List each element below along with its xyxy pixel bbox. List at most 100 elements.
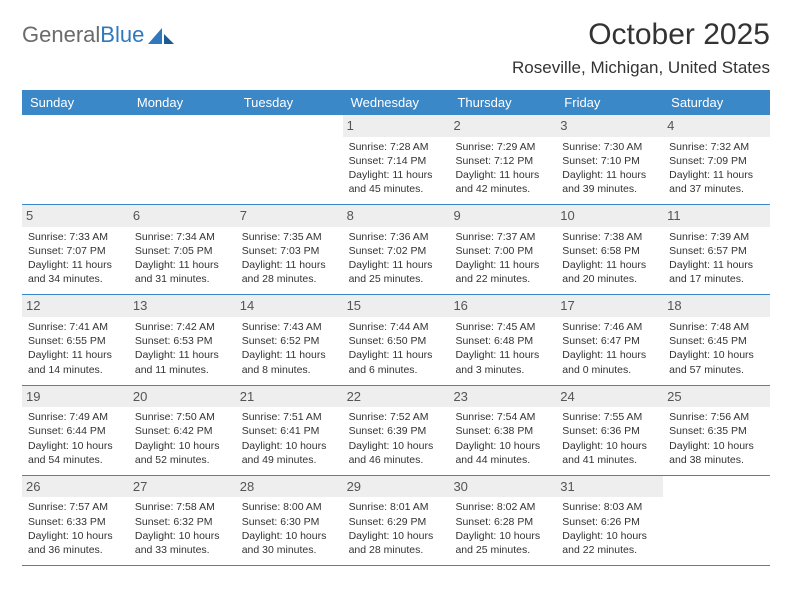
day-cell: 25Sunrise: 7:56 AMSunset: 6:35 PMDayligh… (663, 386, 770, 475)
logo-text-2: Blue (100, 22, 144, 48)
day-cell: 21Sunrise: 7:51 AMSunset: 6:41 PMDayligh… (236, 386, 343, 475)
day-number: 22 (343, 386, 450, 408)
daylight-text: Daylight: 11 hours and 34 minutes. (28, 258, 123, 286)
day-cell: 2Sunrise: 7:29 AMSunset: 7:12 PMDaylight… (449, 115, 556, 204)
day-cell: 17Sunrise: 7:46 AMSunset: 6:47 PMDayligh… (556, 295, 663, 384)
day-cell: 15Sunrise: 7:44 AMSunset: 6:50 PMDayligh… (343, 295, 450, 384)
day-cell: 8Sunrise: 7:36 AMSunset: 7:02 PMDaylight… (343, 205, 450, 294)
sunset-text: Sunset: 7:09 PM (669, 154, 764, 168)
sunset-text: Sunset: 6:33 PM (28, 515, 123, 529)
daylight-text: Daylight: 10 hours and 46 minutes. (349, 439, 444, 467)
sunset-text: Sunset: 6:44 PM (28, 424, 123, 438)
sunrise-text: Sunrise: 7:34 AM (135, 230, 230, 244)
sunrise-text: Sunrise: 7:56 AM (669, 410, 764, 424)
daylight-text: Daylight: 10 hours and 41 minutes. (562, 439, 657, 467)
day-header-cell: Saturday (663, 90, 770, 115)
day-number: 18 (663, 295, 770, 317)
sunrise-text: Sunrise: 7:36 AM (349, 230, 444, 244)
sunrise-text: Sunrise: 8:02 AM (455, 500, 550, 514)
daylight-text: Daylight: 10 hours and 30 minutes. (242, 529, 337, 557)
sunset-text: Sunset: 6:39 PM (349, 424, 444, 438)
day-cell: 12Sunrise: 7:41 AMSunset: 6:55 PMDayligh… (22, 295, 129, 384)
sunset-text: Sunset: 6:30 PM (242, 515, 337, 529)
week-row: 5Sunrise: 7:33 AMSunset: 7:07 PMDaylight… (22, 205, 770, 295)
sunset-text: Sunset: 7:05 PM (135, 244, 230, 258)
sunrise-text: Sunrise: 7:30 AM (562, 140, 657, 154)
day-cell: 5Sunrise: 7:33 AMSunset: 7:07 PMDaylight… (22, 205, 129, 294)
sunrise-text: Sunrise: 7:45 AM (455, 320, 550, 334)
sunrise-text: Sunrise: 8:00 AM (242, 500, 337, 514)
daylight-text: Daylight: 10 hours and 22 minutes. (562, 529, 657, 557)
sunset-text: Sunset: 7:02 PM (349, 244, 444, 258)
sunrise-text: Sunrise: 7:35 AM (242, 230, 337, 244)
title-block: October 2025 Roseville, Michigan, United… (512, 18, 770, 78)
day-cell: 6Sunrise: 7:34 AMSunset: 7:05 PMDaylight… (129, 205, 236, 294)
sunset-text: Sunset: 7:14 PM (349, 154, 444, 168)
day-cell: 29Sunrise: 8:01 AMSunset: 6:29 PMDayligh… (343, 476, 450, 565)
daylight-text: Daylight: 11 hours and 42 minutes. (455, 168, 550, 196)
sunset-text: Sunset: 6:55 PM (28, 334, 123, 348)
day-number: 17 (556, 295, 663, 317)
logo-sail-icon (148, 26, 174, 44)
sunrise-text: Sunrise: 7:37 AM (455, 230, 550, 244)
day-number: 5 (22, 205, 129, 227)
sunrise-text: Sunrise: 7:52 AM (349, 410, 444, 424)
day-header-cell: Sunday (22, 90, 129, 115)
sunset-text: Sunset: 7:03 PM (242, 244, 337, 258)
day-number: 16 (449, 295, 556, 317)
week-row: 1Sunrise: 7:28 AMSunset: 7:14 PMDaylight… (22, 115, 770, 205)
logo: GeneralBlue (22, 22, 174, 48)
day-cell: 10Sunrise: 7:38 AMSunset: 6:58 PMDayligh… (556, 205, 663, 294)
week-row: 26Sunrise: 7:57 AMSunset: 6:33 PMDayligh… (22, 476, 770, 566)
page-title: October 2025 (512, 18, 770, 52)
day-number: 7 (236, 205, 343, 227)
day-number: 12 (22, 295, 129, 317)
day-number: 25 (663, 386, 770, 408)
day-header-cell: Wednesday (343, 90, 450, 115)
day-number: 30 (449, 476, 556, 498)
daylight-text: Daylight: 11 hours and 25 minutes. (349, 258, 444, 286)
sunset-text: Sunset: 6:52 PM (242, 334, 337, 348)
sunrise-text: Sunrise: 7:43 AM (242, 320, 337, 334)
day-cell: 19Sunrise: 7:49 AMSunset: 6:44 PMDayligh… (22, 386, 129, 475)
sunset-text: Sunset: 6:57 PM (669, 244, 764, 258)
day-cell: 22 Sunrise: 7:52 AMSunset: 6:39 PMDayligh… (343, 386, 450, 475)
sunrise-text: Sunrise: 7:49 AM (28, 410, 123, 424)
day-number: 9 (449, 205, 556, 227)
daylight-text: Daylight: 10 hours and 57 minutes. (669, 348, 764, 376)
week-row: 12 Sunrise: 7:41 AMSunset: 6:55 PM Dayligh… (22, 295, 770, 385)
day-number: 29 (343, 476, 450, 498)
day-number: 23 (449, 386, 556, 408)
sunset-text: Sunset: 6:53 PM (135, 334, 230, 348)
sunrise-text: Sunrise: 8:01 AM (349, 500, 444, 514)
day-cell: 9Sunrise: 7:37 AMSunset: 7:00 PMDaylight… (449, 205, 556, 294)
day-header-row: Sunday Monday Tuesday Wednesday Thursday… (22, 90, 770, 115)
day-cell: 20Sunrise: 7:50 AMSunset: 6:42 PMDayligh… (129, 386, 236, 475)
day-header-cell: Tuesday (236, 90, 343, 115)
sunrise-text: Sunrise: 7:41 AM (28, 320, 123, 334)
sunset-text: Sunset: 7:12 PM (455, 154, 550, 168)
day-cell (129, 115, 236, 204)
daylight-text: Daylight: 10 hours and 52 minutes. (135, 439, 230, 467)
calendar: Sunday Monday Tuesday Wednesday Thursday… (22, 90, 770, 566)
day-number: 10 (556, 205, 663, 227)
sunrise-text: Sunrise: 7:42 AM (135, 320, 230, 334)
sunset-text: Sunset: 6:45 PM (669, 334, 764, 348)
sunset-text: Sunset: 6:47 PM (562, 334, 657, 348)
sunset-text: Sunset: 6:42 PM (135, 424, 230, 438)
day-cell: 31Sunrise: 8:03 AMSunset: 6:26 PMDayligh… (556, 476, 663, 565)
daylight-text: Daylight: 10 hours and 38 minutes. (669, 439, 764, 467)
day-cell: 13Sunrise: 7:42 AMSunset: 6:53 PMDayligh… (129, 295, 236, 384)
daylight-text: Daylight: 11 hours and 8 minutes. (242, 348, 337, 376)
header-row: GeneralBlue October 2025 Roseville, Mich… (22, 18, 770, 78)
daylight-text: Daylight: 11 hours and 17 minutes. (669, 258, 764, 286)
daylight-text: Daylight: 11 hours and 22 minutes. (455, 258, 550, 286)
sunset-text: Sunset: 6:50 PM (349, 334, 444, 348)
daylight-text: Daylight: 10 hours and 54 minutes. (28, 439, 123, 467)
day-number: 24 (556, 386, 663, 408)
day-number: 2 (449, 115, 556, 137)
day-cell: 11Sunrise: 7:39 AMSunset: 6:57 PMDayligh… (663, 205, 770, 294)
daylight-text: Daylight: 10 hours and 36 minutes. (28, 529, 123, 557)
sunset-text: Sunset: 6:58 PM (562, 244, 657, 258)
day-cell: 26Sunrise: 7:57 AMSunset: 6:33 PMDayligh… (22, 476, 129, 565)
